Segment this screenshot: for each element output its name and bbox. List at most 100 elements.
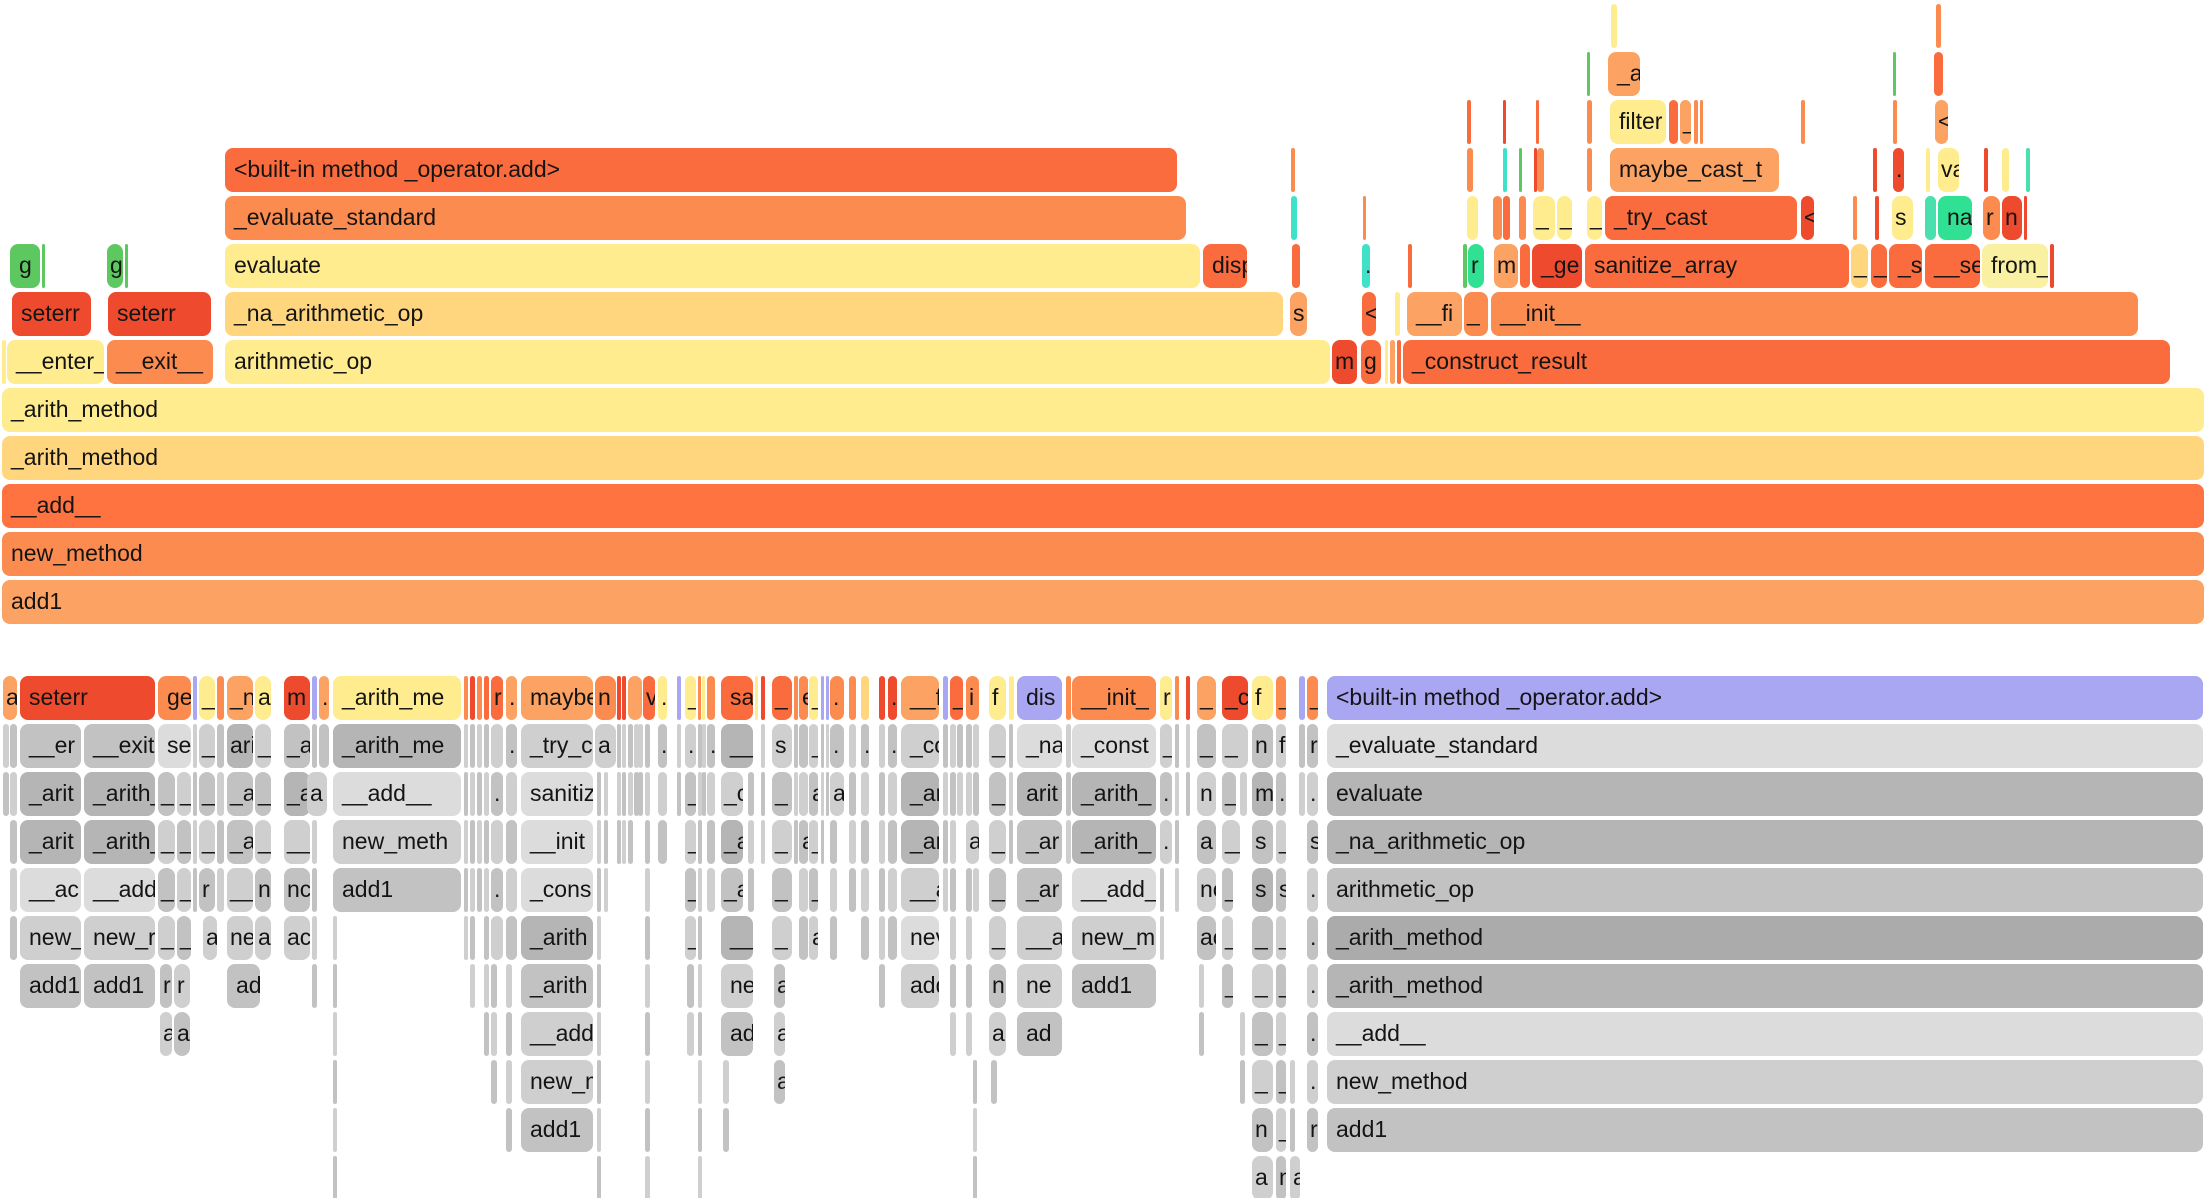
frame-.[interactable]: . xyxy=(888,676,897,720)
frame-_[interactable]: _ xyxy=(158,772,175,816)
frame-sliver[interactable] xyxy=(1467,196,1478,240)
frame-sliver[interactable] xyxy=(1536,100,1539,144)
frame-ac[interactable]: ac xyxy=(1197,916,1216,960)
frame-_arith_[interactable]: _arith_ xyxy=(84,820,155,864)
frame-sliver[interactable] xyxy=(991,1060,997,1104)
frame-sliver[interactable] xyxy=(748,820,754,864)
frame-<built-inmethod_operator.add>[interactable]: <built-in method _operator.add> xyxy=(1327,676,2203,720)
frame-new_m[interactable]: new_m xyxy=(1072,916,1156,960)
frame-a[interactable]: a xyxy=(1252,1156,1273,1198)
frame-sliver[interactable] xyxy=(193,820,197,864)
frame-sliver[interactable] xyxy=(10,820,17,864)
frame-__add__[interactable]: __add__ xyxy=(1327,1012,2203,1056)
frame-_ar[interactable]: _ar xyxy=(901,820,939,864)
frame-sliver[interactable] xyxy=(723,1108,729,1152)
frame-sliver[interactable] xyxy=(794,820,798,864)
frame-.[interactable]: . xyxy=(1307,916,1318,960)
frame-sliver[interactable] xyxy=(799,724,808,768)
frame-sliver[interactable] xyxy=(470,820,475,864)
frame-sanitize_array[interactable]: sanitize_array xyxy=(1585,244,1849,288)
frame-sliver[interactable] xyxy=(1292,244,1300,288)
frame-.[interactable]: . xyxy=(1307,1060,1318,1104)
frame-sliver[interactable] xyxy=(477,772,482,816)
frame-_a[interactable]: _a xyxy=(227,772,253,816)
frame-sliver[interactable] xyxy=(1240,1060,1245,1104)
frame-nc[interactable]: nc xyxy=(1197,868,1216,912)
frame-sliver[interactable] xyxy=(888,820,897,864)
frame-__a[interactable]: __a xyxy=(901,868,939,912)
frame-n[interactable]: n xyxy=(255,868,271,912)
frame-.[interactable]: . xyxy=(491,868,503,912)
frame-_[interactable]: _ xyxy=(772,676,792,720)
frame-_a[interactable]: _a xyxy=(284,772,310,816)
frame-_evaluate_standard[interactable]: _evaluate_standard xyxy=(1327,724,2203,768)
frame-sliver[interactable] xyxy=(861,676,869,720)
frame-_[interactable]: _ xyxy=(1276,1012,1286,1056)
frame-sliver[interactable] xyxy=(597,820,601,864)
frame-disp[interactable]: disp xyxy=(1203,244,1247,288)
frame-_a[interactable]: _a xyxy=(1222,772,1236,816)
frame-sliver[interactable] xyxy=(966,916,972,960)
frame-sliver[interactable] xyxy=(1175,868,1179,912)
frame-_co[interactable]: _co xyxy=(901,724,939,768)
frame-new_meth[interactable]: new_meth xyxy=(333,820,461,864)
frame-sliver[interactable] xyxy=(794,724,798,768)
frame-_[interactable]: _ xyxy=(772,916,792,960)
frame-s[interactable]: s xyxy=(772,724,792,768)
frame-_[interactable]: _ xyxy=(772,772,792,816)
frame-_arith[interactable]: _arith xyxy=(521,964,593,1008)
frame-sliver[interactable] xyxy=(1519,196,1526,240)
frame-sliver[interactable] xyxy=(966,772,972,816)
frame-_[interactable]: _ xyxy=(199,724,215,768)
frame-sliver[interactable] xyxy=(879,964,885,1008)
frame-sliver[interactable] xyxy=(1066,724,1071,768)
frame-sliver[interactable] xyxy=(1694,100,1698,144)
frame-sliver[interactable] xyxy=(506,964,512,1008)
frame-m[interactable]: m xyxy=(1252,772,1273,816)
frame-sliver[interactable] xyxy=(973,1108,977,1152)
frame-.[interactable]: . xyxy=(1276,772,1286,816)
frame-sliver[interactable] xyxy=(943,820,948,864)
frame-_[interactable]: _ xyxy=(989,772,1006,816)
frame-_[interactable]: _ xyxy=(685,820,696,864)
frame-a[interactable]: a xyxy=(989,1012,1006,1056)
frame-sliver[interactable] xyxy=(950,916,956,960)
frame-ad[interactable]: ad xyxy=(227,964,260,1008)
frame-_arith_method[interactable]: _arith_method xyxy=(2,436,2204,480)
frame-_[interactable]: _ xyxy=(1160,724,1172,768)
frame-sliver[interactable] xyxy=(491,1012,497,1056)
frame-sliver[interactable] xyxy=(1291,196,1297,240)
frame-_[interactable]: _ xyxy=(177,916,191,960)
frame-a[interactable]: a xyxy=(255,676,271,720)
frame-a[interactable]: a xyxy=(774,964,785,1008)
frame-_[interactable]: _ xyxy=(685,676,696,720)
frame-sliver[interactable] xyxy=(849,820,856,864)
frame-sliver[interactable] xyxy=(464,724,468,768)
frame-_[interactable]: _ xyxy=(1276,916,1286,960)
frame-sliver[interactable] xyxy=(799,916,808,960)
frame-__enter__[interactable]: __enter__ xyxy=(7,340,104,384)
frame-sliver[interactable] xyxy=(333,1108,337,1152)
frame-sliver[interactable] xyxy=(484,868,489,912)
frame-sliver[interactable] xyxy=(470,772,475,816)
frame-_try_cast[interactable]: _try_cast xyxy=(1605,196,1797,240)
frame-sliver[interactable] xyxy=(698,1108,702,1152)
frame-_evaluate_standard[interactable]: _evaluate_standard xyxy=(225,196,1186,240)
frame-sliver[interactable] xyxy=(506,868,517,912)
frame-sliver[interactable] xyxy=(597,1012,601,1056)
frame-_arith_[interactable]: _arith_ xyxy=(84,772,155,816)
frame-_[interactable]: _ xyxy=(1851,244,1868,288)
frame-sliver[interactable] xyxy=(698,868,702,912)
frame-sliver[interactable] xyxy=(1186,772,1190,816)
frame-n[interactable]: n xyxy=(2002,196,2022,240)
frame-sliver[interactable] xyxy=(312,724,317,768)
frame-_[interactable]: _ xyxy=(809,676,818,720)
frame-new_method[interactable]: new_method xyxy=(2,532,2204,576)
frame-ad[interactable]: ad xyxy=(1017,1012,1062,1056)
frame-sliver[interactable] xyxy=(3,772,9,816)
frame-_c[interactable]: _c xyxy=(1222,676,1248,720)
frame-sliver[interactable] xyxy=(645,1012,650,1056)
frame-g[interactable]: g xyxy=(107,244,123,288)
frame-add1[interactable]: add1 xyxy=(521,1108,593,1152)
frame-new_r[interactable]: new_r xyxy=(84,916,155,960)
